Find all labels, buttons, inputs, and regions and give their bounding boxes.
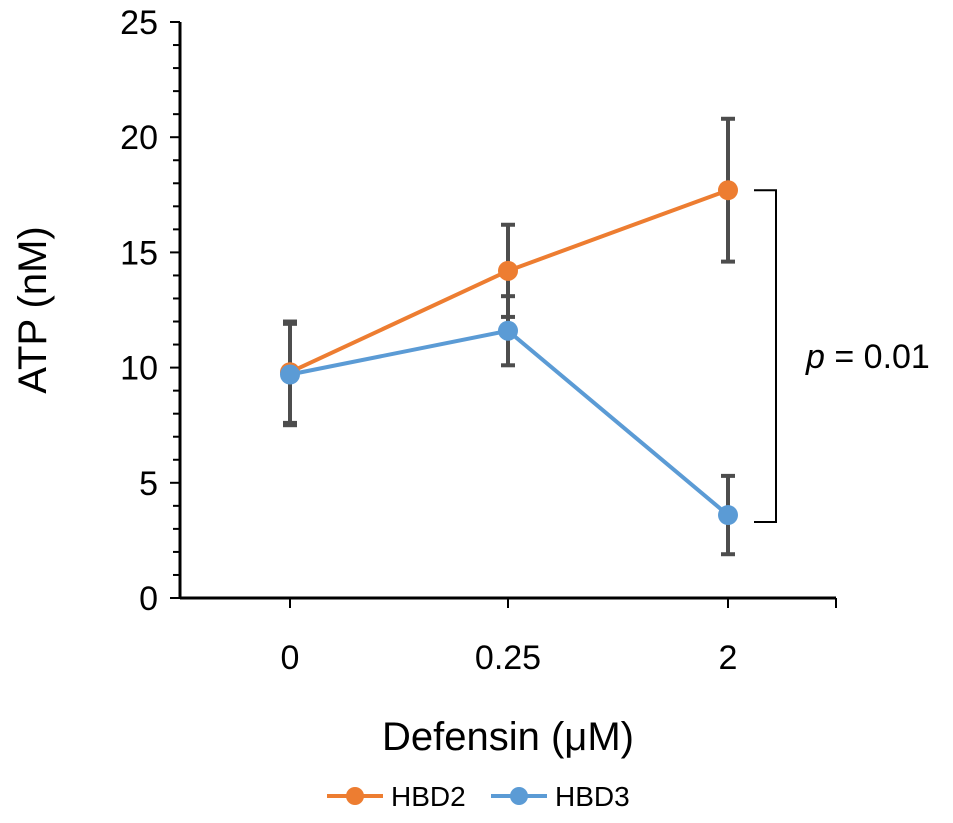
p-value: = 0.01	[825, 338, 930, 376]
y-tick-label: 15	[120, 234, 158, 272]
p-value-label: p = 0.01	[805, 338, 930, 376]
x-axis-title: Defensin (μM)	[382, 715, 634, 759]
data-point-hbd2	[498, 260, 518, 281]
legend-marker-hbd3	[510, 787, 528, 805]
x-tick-label: 0.25	[475, 639, 541, 677]
data-point-hbd3	[718, 505, 738, 526]
legend-label-hbd3: HBD3	[555, 781, 630, 812]
series-group	[280, 180, 738, 526]
y-axis-title: ATP (nM)	[11, 226, 55, 393]
legend-label-hbd2: HBD2	[391, 781, 466, 812]
y-tick-label: 0	[139, 580, 158, 618]
y-tick-label: 20	[120, 119, 158, 157]
y-tick-label: 25	[120, 4, 158, 42]
p-symbol: p	[805, 338, 825, 376]
x-tick-label: 2	[719, 639, 738, 677]
data-point-hbd2	[718, 180, 738, 201]
y-tick-label: 5	[139, 465, 158, 503]
y-tick-label: 10	[120, 350, 158, 388]
significance-annotation: p = 0.01	[754, 189, 930, 523]
data-point-hbd3	[498, 320, 518, 341]
legend-marker-hbd2	[346, 787, 364, 805]
legend: HBD2 HBD3	[327, 781, 630, 812]
x-tick-label: 0	[281, 639, 300, 677]
y-ticks: 0 5 10 15 20 25	[120, 4, 180, 618]
significance-bracket	[754, 189, 777, 523]
x-ticks: 0 0.25 2	[281, 598, 837, 677]
data-point-hbd3	[280, 364, 300, 385]
